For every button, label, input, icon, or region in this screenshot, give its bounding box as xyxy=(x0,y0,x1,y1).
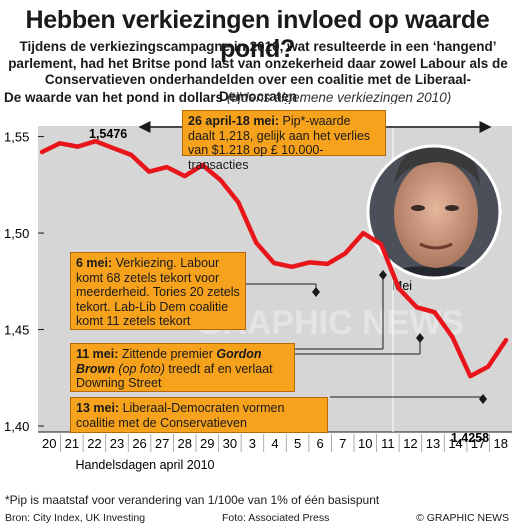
x-tick-label: 26 xyxy=(132,436,146,451)
x-axis-band xyxy=(38,432,512,454)
annotation-election-text: Verkiezing. Labour komt 68 zetels tekort… xyxy=(76,256,240,328)
annotation-pip-text: Pip*-waarde daalt 1,218, gelijk aan het … xyxy=(188,114,371,172)
x-tick-label: 6 xyxy=(317,436,324,451)
x-tick-label: 11 xyxy=(381,436,395,451)
x-tick-label: 30 xyxy=(223,436,237,451)
x-tick-label: 28 xyxy=(177,436,191,451)
point-label-low: 1,4258 xyxy=(451,431,489,445)
portrait-photo xyxy=(366,144,502,280)
annotation-coalition: 13 mei: Liberaal-Democraten vormen coali… xyxy=(70,397,328,433)
x-tick-label: 7 xyxy=(339,436,346,451)
x-axis: 20 21 22 23 26 27 28 29 30 3 4 5 6 7 10 11 12 13 14 17 18 xyxy=(42,434,508,452)
x-tick-label: 14 xyxy=(448,436,462,451)
annotation-election: 6 mei: Verkiezing. Labour komt 68 zetels… xyxy=(70,252,246,330)
x-group-label-april: Handelsdagen april 2010 xyxy=(76,458,215,472)
y-tick-label: 1,40 xyxy=(4,419,29,434)
x-tick-label: 17 xyxy=(471,436,485,451)
x-tick-label: 22 xyxy=(87,436,101,451)
series-line xyxy=(39,138,509,379)
annotation-brown-name: Gordon Brown xyxy=(76,347,262,376)
footnote: *Pip is maatstaf voor verandering van 1/… xyxy=(5,493,380,507)
x-tick-label: 20 xyxy=(42,436,56,451)
chart-subtitle: De waarde van het pond in dollars (tijde… xyxy=(4,90,451,105)
chart-period: (tijdens algemene verkiezingen 2010) xyxy=(226,90,452,105)
x-tick-label: 5 xyxy=(294,436,301,451)
x-tick-label: 27 xyxy=(155,436,169,451)
annotation-brown-resigns: 11 mei: Zittende premier Gordon Brown (o… xyxy=(70,343,295,392)
chart-title: De waarde van het pond in dollars xyxy=(4,90,224,105)
annotation-pip-date: 26 april-18 mei: xyxy=(188,114,280,128)
y-axis: 1,40 1,45 1,50 1,55 xyxy=(4,130,44,434)
point-label-high: 1,5476 xyxy=(89,127,127,141)
annotation-brown-text-3: treedt af en verlaat Downing Street xyxy=(76,361,273,391)
source-credit: Bron: City Index, UK Investing xyxy=(5,512,146,524)
x-tick-label: 3 xyxy=(249,436,256,451)
annotation-pip-change: 26 april-18 mei: Pip*-waarde daalt 1,218… xyxy=(182,110,386,172)
annotation-connectors xyxy=(246,270,487,404)
x-tick-label: 13 xyxy=(426,436,440,451)
x-tick-label: 29 xyxy=(200,436,214,451)
x-tick-label: 12 xyxy=(403,436,417,451)
annotation-brown-text-2: (op foto) xyxy=(114,361,165,376)
headline: Hebben verkiezingen invloed op waarde po… xyxy=(25,6,490,63)
annotation-brown-text-1: Zittende premier xyxy=(118,347,217,361)
x-tick-label: 23 xyxy=(110,436,124,451)
y-tick-label: 1,55 xyxy=(4,130,29,145)
x-tick-label: 21 xyxy=(65,436,79,451)
brand-credit: © GRAPHIC NEWS xyxy=(416,512,509,524)
y-tick-label: 1,45 xyxy=(4,323,29,338)
annotation-brown-date: 11 mei: xyxy=(76,347,119,361)
x-tick-label: 4 xyxy=(271,436,278,451)
y-tick-label: 1,50 xyxy=(4,226,29,241)
annotation-coalition-date: 13 mei: xyxy=(76,401,120,415)
photo-credit: Foto: Associated Press xyxy=(222,512,330,524)
x-tick-label: 10 xyxy=(358,436,372,451)
x-tick-label: 18 xyxy=(493,436,507,451)
annotation-election-date: 6 mei: xyxy=(76,256,113,270)
intro-text: Tijdens de verkiezingscampagne in 2010, … xyxy=(8,39,508,104)
annotation-coalition-text: Liberaal-Democraten vormen coalitie met … xyxy=(76,401,285,430)
